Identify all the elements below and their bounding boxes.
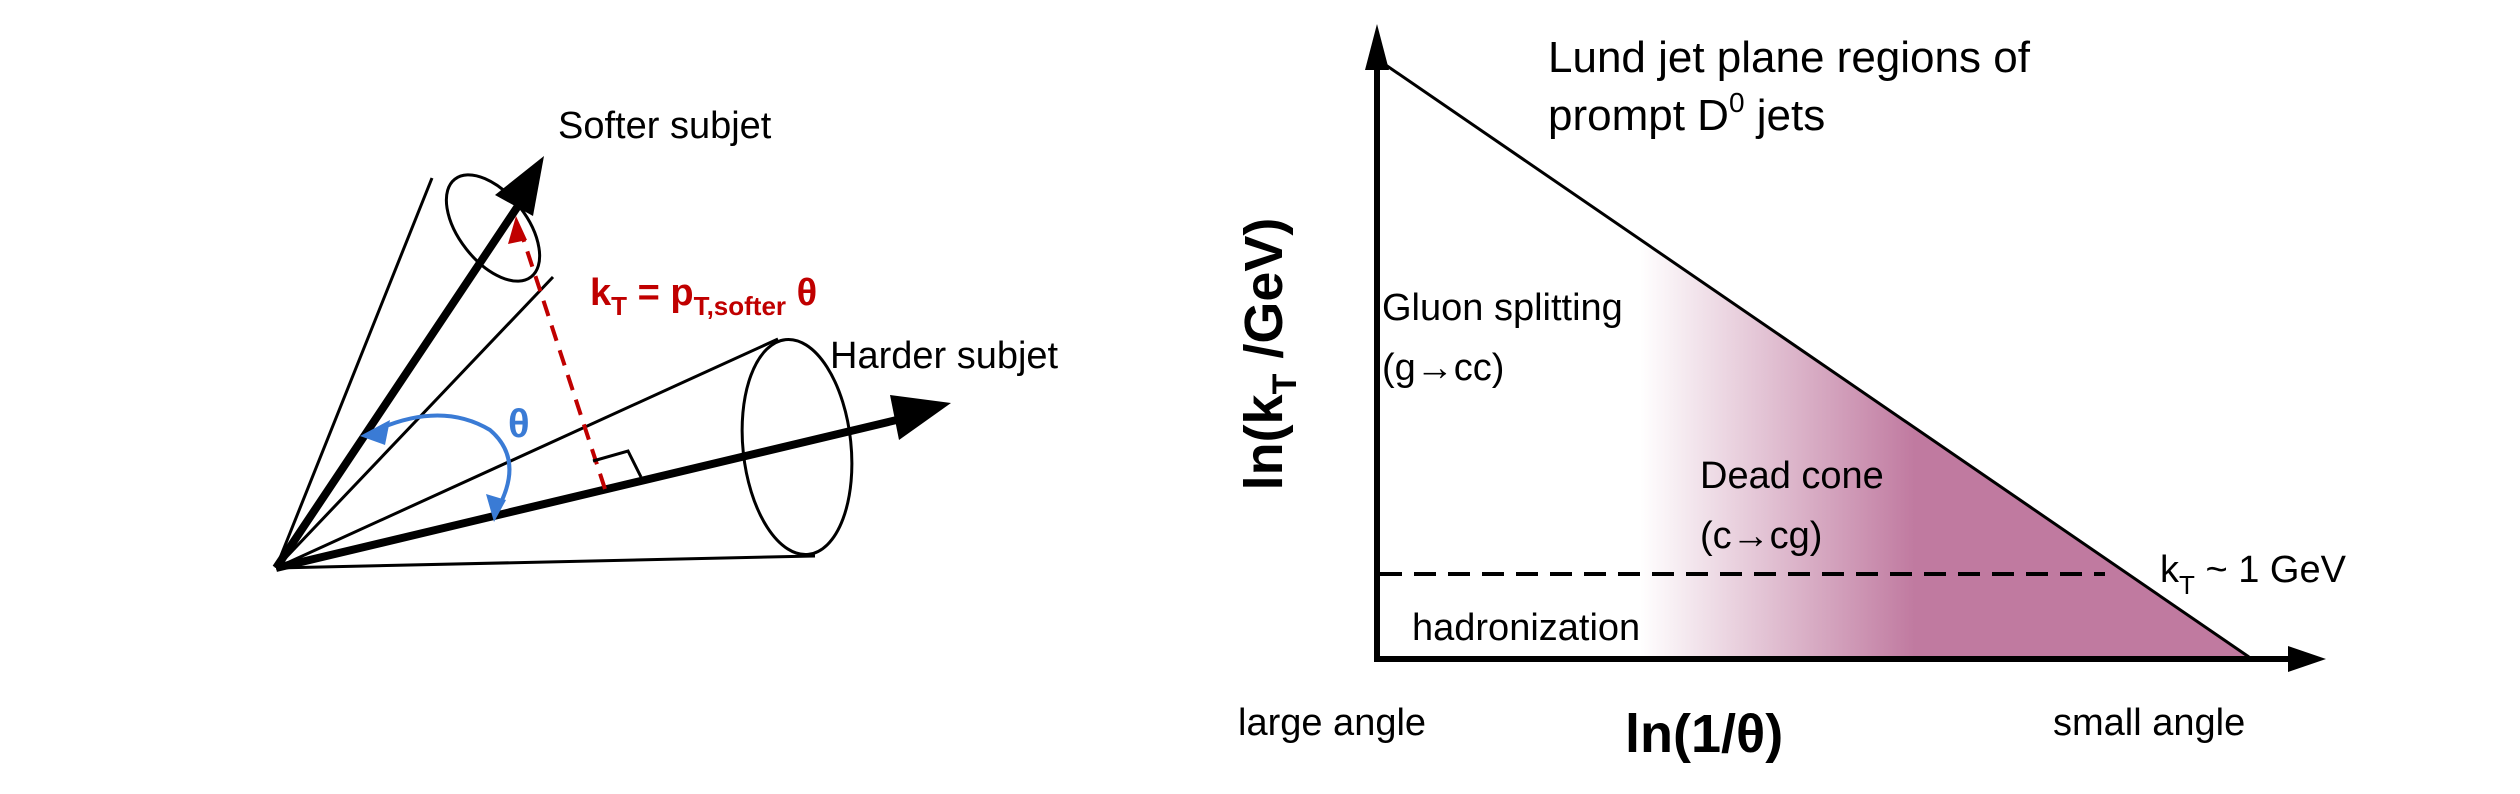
- dead-cone-label: Dead cone: [1700, 455, 1884, 497]
- kt-dashed-arrow: [508, 216, 607, 490]
- softer-subjet-arrow: [272, 156, 544, 571]
- x-axis-left-label: large angle: [1238, 702, 1426, 744]
- plane-title-line2: prompt D0 jets: [1548, 87, 1825, 140]
- softer-subjet-label: Softer subjet: [558, 105, 772, 147]
- x-axis-right-label: small angle: [2053, 702, 2245, 744]
- y-axis-title: ln(kT /GeV): [1234, 218, 1304, 491]
- subjet-diagram: θ Softer subjet Harder subjet kT = pT,so…: [272, 105, 1059, 572]
- triangle-hypotenuse: [1376, 57, 2250, 659]
- harder-subjet-arrow: [275, 395, 951, 572]
- gluon-splitting-label: Gluon splitting: [1382, 287, 1623, 329]
- theta-label: θ: [508, 402, 530, 446]
- kt-formula: kT = pT,softer θ: [590, 272, 817, 321]
- gluon-splitting-process: (g→cc): [1382, 347, 1504, 389]
- x-axis-title: ln(1/θ): [1625, 704, 1783, 764]
- x-axis: [1374, 646, 2326, 672]
- harder-subjet-label: Harder subjet: [830, 335, 1059, 377]
- kt-1gev-label: kT ~ 1 GeV: [2160, 549, 2347, 600]
- right-angle-mark: [592, 449, 643, 478]
- hadronization-label: hadronization: [1412, 607, 1640, 649]
- y-axis: [1365, 24, 1389, 659]
- plane-title-line1: Lund jet plane regions of: [1548, 33, 2031, 82]
- lund-plane-diagram: Lund jet plane regions of prompt D0 jets…: [1234, 24, 2347, 764]
- theta-arc: [360, 413, 512, 522]
- dead-cone-process: (c→cg): [1700, 515, 1822, 557]
